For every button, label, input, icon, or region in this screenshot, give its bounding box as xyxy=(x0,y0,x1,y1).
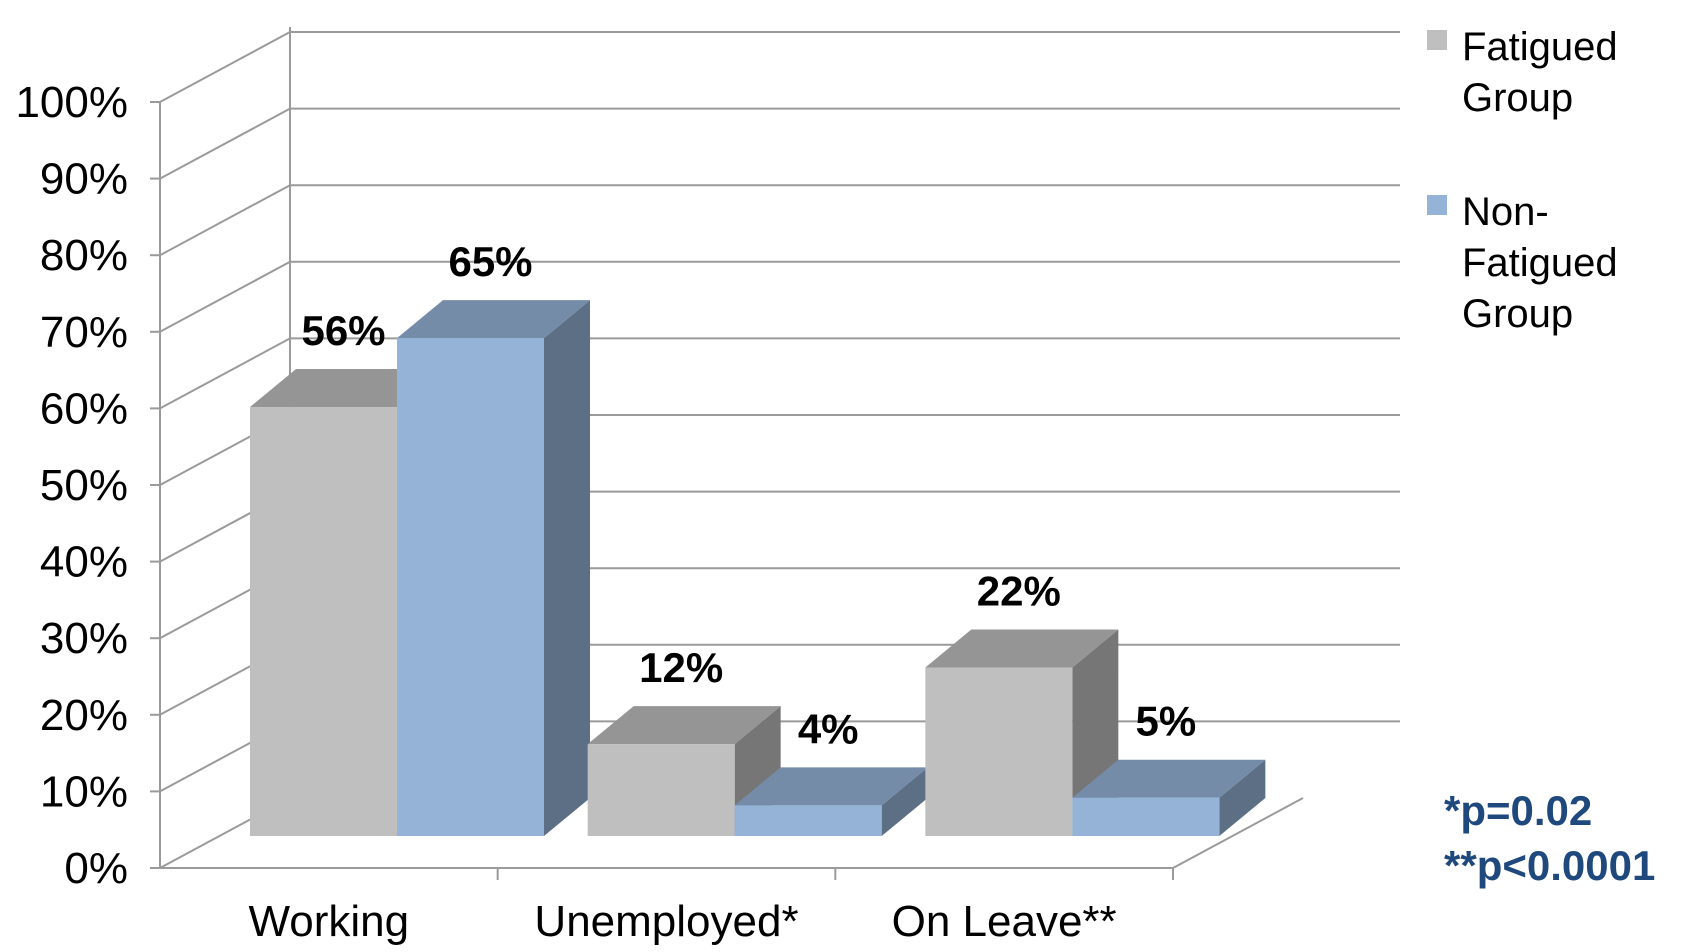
y-tick-label: 10% xyxy=(40,767,128,816)
legend-swatch xyxy=(1427,30,1447,50)
data-label: 22% xyxy=(977,567,1061,614)
bar-front-face xyxy=(397,338,544,836)
bar-side-face xyxy=(1219,759,1266,836)
x-category-label: Unemployed* xyxy=(534,897,798,946)
bar-top-face xyxy=(925,629,1119,668)
data-label: 56% xyxy=(301,307,385,354)
y-tick-label: 50% xyxy=(40,461,128,510)
legend-label: Non- xyxy=(1462,190,1549,234)
data-label: 5% xyxy=(1135,698,1196,745)
bar-front-face xyxy=(587,744,735,836)
bar-top-face xyxy=(734,767,928,806)
data-labels: 56% 65% 12% 4% 22% 5% xyxy=(301,238,1196,752)
p-value-note: *p=0.02 xyxy=(1444,787,1592,834)
bar xyxy=(397,300,590,837)
gridline-side xyxy=(159,337,291,410)
legend-label: Group xyxy=(1462,76,1573,120)
data-label: 4% xyxy=(798,705,859,752)
bar-side-face xyxy=(881,767,928,836)
bars xyxy=(250,300,1266,837)
y-tick-label: 60% xyxy=(40,384,128,433)
bar-top-face xyxy=(1072,759,1266,798)
bar-side-face xyxy=(544,300,590,837)
bar-front-face xyxy=(734,805,882,836)
p-value-note: **p<0.0001 xyxy=(1444,842,1655,889)
y-tick-label: 70% xyxy=(40,308,128,357)
legend-swatch xyxy=(1427,195,1447,215)
legend: Fatigued Group Non- Fatigued Group xyxy=(1427,25,1618,336)
bar xyxy=(1072,759,1266,836)
y-tick-label: 20% xyxy=(40,691,128,740)
floor-right-edge xyxy=(1172,797,1304,869)
y-tick-label: 30% xyxy=(40,614,128,663)
legend-entry: Non- Fatigued Group xyxy=(1427,190,1618,336)
bar-front-face xyxy=(250,407,397,836)
significance-notes: *p=0.02 **p<0.0001 xyxy=(1444,787,1655,889)
y-tick-label: 0% xyxy=(64,844,128,893)
data-label: 12% xyxy=(639,644,723,691)
gridline-side xyxy=(159,260,291,333)
legend-entry: Fatigued Group xyxy=(1427,25,1618,120)
bar-top-face xyxy=(250,369,443,408)
legend-label: Fatigued xyxy=(1462,25,1618,69)
bar-front-face xyxy=(925,667,1073,836)
bar-top-face xyxy=(397,300,590,339)
bar xyxy=(925,629,1119,836)
bar-top-face xyxy=(587,706,781,745)
gridline-side xyxy=(159,184,291,257)
y-tick-label: 40% xyxy=(40,538,128,587)
bar-front-face xyxy=(1072,797,1220,836)
y-tick-label: 100% xyxy=(15,78,128,127)
y-tick-label: 80% xyxy=(40,231,128,280)
gridline-side xyxy=(159,107,291,180)
legend-label: Fatigued xyxy=(1462,241,1618,285)
legend-label: Group xyxy=(1462,292,1573,336)
axes: 0% 10% 20% 30% 40% 50% 60% 70% 80% 90% 100% Working… xyxy=(15,27,1174,946)
data-label: 65% xyxy=(448,238,532,285)
bar xyxy=(734,767,928,836)
x-category-label: Working xyxy=(249,897,410,946)
y-tick-label: 90% xyxy=(40,155,128,204)
gridline-side xyxy=(159,31,291,103)
x-category-label: On Leave** xyxy=(892,897,1117,946)
